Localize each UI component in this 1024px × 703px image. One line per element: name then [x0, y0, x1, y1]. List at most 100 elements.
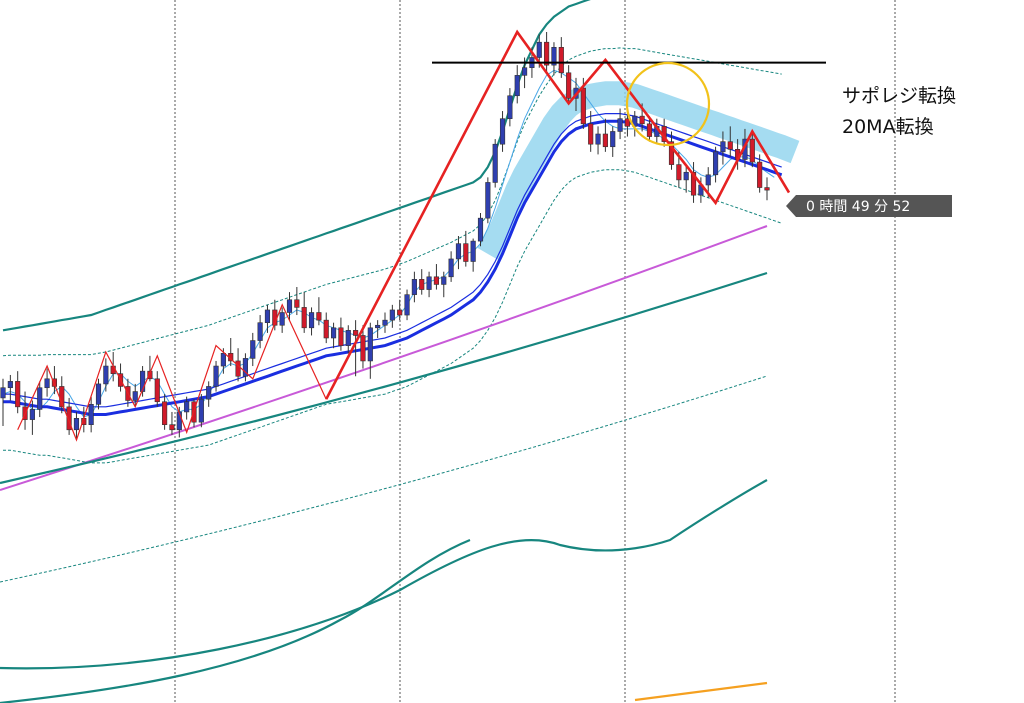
candle-body-25	[184, 401, 190, 413]
candle-body-34	[250, 340, 256, 359]
ma-fast	[2, 69, 775, 418]
candle-body-30	[220, 352, 226, 367]
candle-body-18	[132, 391, 138, 401]
candle-body-66	[485, 182, 491, 219]
candle-body-7	[51, 378, 58, 387]
candle-body-81	[595, 133, 601, 145]
candle-body-21	[154, 378, 160, 403]
candle-body-64	[470, 240, 476, 262]
zigzag-thick	[325, 29, 791, 400]
candle-body-104	[764, 187, 770, 191]
candle-body-74	[544, 41, 550, 66]
candle-body-44	[323, 319, 329, 339]
candle-body-22	[162, 401, 168, 426]
ma20-flip-label: 20MA転換	[842, 116, 934, 138]
sr-flip-label: サポレジ転換	[842, 85, 956, 107]
candle-body-0	[0, 387, 6, 399]
highlight-band-path	[477, 81, 800, 260]
candle-body-61	[448, 258, 454, 278]
candle-body-40	[294, 299, 300, 308]
candle-body-49	[360, 335, 366, 362]
candle-body-99	[727, 141, 733, 150]
ma-highlight-band	[477, 81, 800, 260]
countdown-timer: 0 時間 49 分 52	[786, 195, 952, 217]
candle-body-82	[602, 133, 608, 148]
candle-body-43	[316, 312, 322, 321]
ma-very-long	[634, 681, 768, 702]
candle-body-63	[463, 243, 469, 262]
candle-body-10	[73, 418, 80, 431]
candle-body-51	[375, 324, 381, 329]
ma-long	[0, 225, 768, 491]
candle-body-71	[521, 67, 528, 76]
candle-body-9	[66, 406, 72, 431]
candle-body-67	[492, 143, 498, 183]
candle-body-60	[441, 276, 447, 285]
candle-body-46	[338, 327, 344, 346]
candle-body-48	[353, 330, 359, 336]
bb-lower-1	[3, 169, 782, 464]
candle-body-56	[411, 279, 417, 295]
candle-body-53	[389, 309, 395, 321]
bb-lower-1b	[0, 375, 768, 583]
candle-body-73	[536, 41, 542, 58]
candle-body-98	[720, 141, 726, 153]
candle-body-28	[206, 386, 212, 400]
candle-body-92	[676, 164, 682, 181]
candle-body-52	[382, 319, 388, 326]
candle-body-2	[15, 381, 21, 408]
candle-body-38	[279, 312, 285, 326]
candle-body-76	[558, 46, 564, 74]
grid-lines	[174, 0, 896, 703]
candle-body-102	[749, 138, 755, 163]
candle-body-4	[29, 409, 35, 420]
candle-body-87	[639, 115, 645, 125]
ma-20	[3, 119, 783, 416]
candle-body-45	[330, 327, 337, 339]
candle-body-65	[477, 217, 484, 242]
candle-body-33	[242, 358, 249, 377]
candle-body-55	[404, 294, 410, 316]
countdown-box	[786, 195, 952, 217]
candle-body-54	[397, 309, 403, 316]
candle-body-93	[683, 171, 689, 181]
candle-body-32	[235, 360, 241, 377]
bb-lower-2	[0, 271, 768, 485]
candle-body-12	[88, 403, 94, 425]
flip-circle-marker	[625, 61, 711, 147]
ma-20-thin	[3, 113, 782, 408]
candle-body-5	[37, 387, 43, 410]
candle-body-14	[103, 365, 109, 385]
bb-upper-1	[2, 47, 782, 357]
bb-lower-3	[0, 479, 768, 670]
candle-body-94	[690, 171, 697, 196]
candle-body-79	[580, 87, 586, 125]
candle-body-42	[308, 312, 315, 329]
candlestick-series	[0, 32, 770, 440]
candle-body-41	[301, 307, 307, 329]
candle-body-103	[757, 161, 763, 188]
candle-body-96	[705, 174, 711, 186]
candle-body-77	[566, 72, 572, 99]
candle-body-50	[367, 327, 373, 362]
bb-lower-4	[0, 538, 471, 703]
candle-body-29	[213, 365, 219, 387]
candle-body-47	[345, 330, 351, 346]
candle-body-39	[286, 299, 293, 313]
candle-body-68	[499, 118, 506, 145]
candle-body-62	[455, 243, 462, 260]
candle-body-27	[198, 398, 204, 423]
candle-body-35	[257, 322, 263, 341]
zigzag-overlay	[17, 29, 791, 442]
candle-body-6	[44, 378, 50, 389]
candle-body-83	[610, 131, 616, 148]
candle-body-36	[264, 309, 271, 324]
candle-body-80	[588, 123, 594, 145]
candle-body-1	[7, 381, 13, 389]
zigzag-thin	[17, 303, 327, 442]
candle-body-19	[139, 370, 146, 392]
candle-body-88	[646, 123, 653, 137]
candle-body-59	[433, 276, 440, 285]
candle-body-75	[551, 46, 557, 66]
